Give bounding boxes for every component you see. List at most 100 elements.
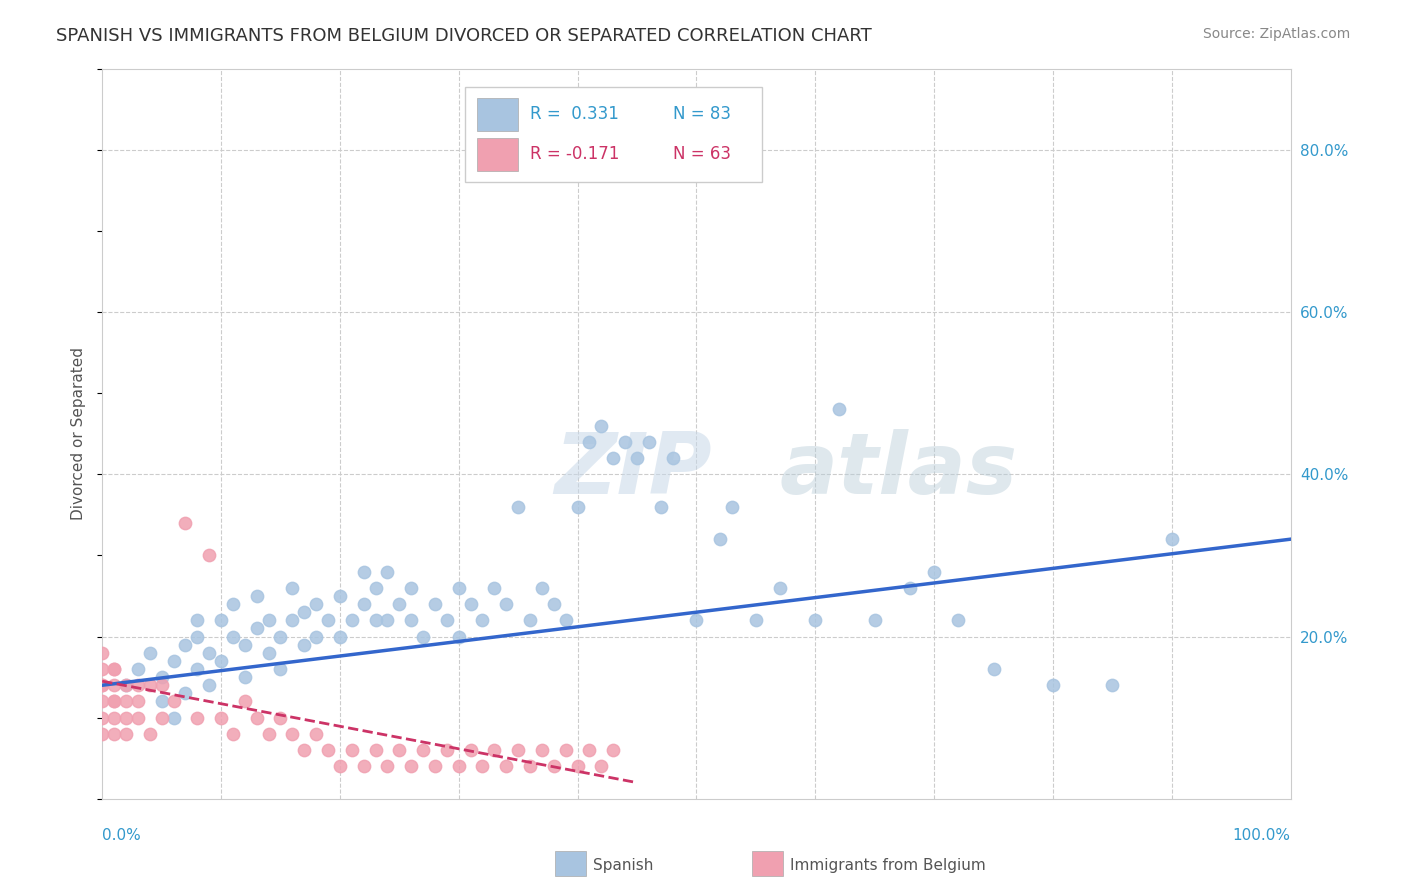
Point [150,694,173,708]
Point [139,646,162,660]
Point [115,711,138,725]
Point [828,402,851,417]
Point [1042,678,1064,692]
Point [567,759,589,773]
Point [543,759,565,773]
Point [198,678,221,692]
Point [174,686,197,700]
Point [709,532,731,546]
Point [174,638,197,652]
Point [209,654,232,668]
Y-axis label: Divorced or Separated: Divorced or Separated [72,347,86,520]
Point [353,759,375,773]
Point [292,743,315,757]
Point [495,597,517,611]
Point [91,678,114,692]
Point [567,500,589,514]
Point [377,759,399,773]
Point [115,678,138,692]
FancyBboxPatch shape [477,138,519,170]
Point [316,613,339,627]
Point [364,581,387,595]
Point [661,450,683,465]
Point [186,662,208,676]
Point [222,727,245,741]
Point [1160,532,1182,546]
Point [91,678,114,692]
Point [91,646,114,660]
Point [983,662,1005,676]
Point [186,630,208,644]
Point [650,500,672,514]
Point [399,759,422,773]
Point [530,581,553,595]
Point [91,662,114,676]
Point [329,630,352,644]
Point [591,759,613,773]
Point [388,597,411,611]
Text: Spanish: Spanish [593,858,654,872]
Point [162,711,184,725]
Point [305,630,328,644]
Point [233,670,256,684]
Point [614,434,637,449]
Point [377,613,399,627]
Text: Source: ZipAtlas.com: Source: ZipAtlas.com [1202,27,1350,41]
Point [377,565,399,579]
Point [233,638,256,652]
Point [222,630,245,644]
Point [436,743,458,757]
Point [423,759,446,773]
Point [103,727,125,741]
FancyBboxPatch shape [477,98,519,130]
Point [685,613,707,627]
Point [399,613,422,627]
Point [150,670,173,684]
Point [340,743,363,757]
Point [436,613,458,627]
Point [745,613,768,627]
Point [269,711,291,725]
Point [721,500,744,514]
Point [554,743,576,757]
Text: atlas: atlas [779,429,1018,512]
Point [103,694,125,708]
Point [257,646,280,660]
Point [186,613,208,627]
Point [364,743,387,757]
Point [768,581,790,595]
Text: 0.0%: 0.0% [103,828,141,843]
Point [305,727,328,741]
Point [233,694,256,708]
Point [186,711,208,725]
Point [484,743,506,757]
Point [115,727,138,741]
Point [554,613,576,627]
Point [519,759,541,773]
Point [162,694,184,708]
Point [127,694,149,708]
Point [209,613,232,627]
Text: 100.0%: 100.0% [1233,828,1291,843]
Point [281,613,304,627]
Point [257,613,280,627]
Point [412,630,434,644]
Point [602,743,624,757]
Point [246,711,269,725]
Point [471,759,494,773]
Point [399,581,422,595]
Point [578,434,600,449]
Text: N = 63: N = 63 [672,145,731,163]
Point [209,711,232,725]
FancyBboxPatch shape [464,87,762,182]
Point [162,654,184,668]
Point [1101,678,1123,692]
Point [946,613,969,627]
Point [484,581,506,595]
Point [150,678,173,692]
Point [103,662,125,676]
Point [139,727,162,741]
Text: R =  0.331: R = 0.331 [530,104,619,123]
Point [150,711,173,725]
Text: ZIP: ZIP [554,429,711,512]
